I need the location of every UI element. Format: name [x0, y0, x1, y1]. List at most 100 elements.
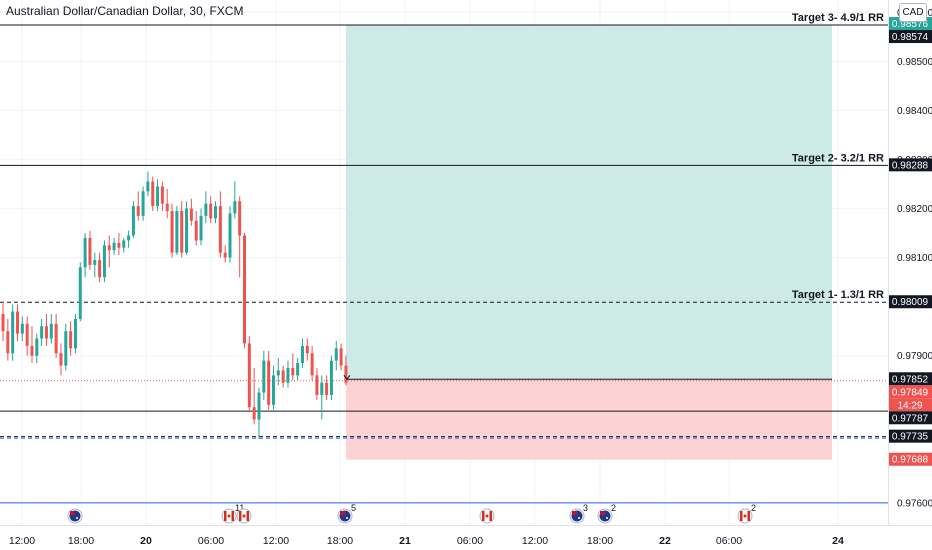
candle-body — [257, 392, 261, 420]
x-tick-label: 18:00 — [327, 535, 353, 547]
candle-body — [112, 242, 116, 251]
candle-body — [252, 407, 256, 420]
price-label-text: 0.98574 — [892, 32, 929, 43]
y-tick-label: 0.98200 — [897, 204, 932, 215]
candle-body — [247, 343, 251, 408]
candle-body — [35, 338, 39, 356]
price-label-text: 0.97852 — [892, 374, 929, 385]
candle-body — [25, 323, 29, 346]
candle-body — [185, 208, 189, 253]
candle-body — [122, 240, 126, 248]
time-axis[interactable]: 12:00 18:00 20 06:00 12:00 18:00 21 06:00 12:00 1… — [0, 525, 932, 548]
australia-flag-icon[interactable]: 3 — [569, 503, 588, 524]
y-tick-label: 0.98500 — [897, 57, 932, 68]
candle-body — [15, 311, 19, 334]
event-count: 2 — [611, 503, 616, 513]
price-axis[interactable]: 0.986000.985000.984000.983000.982000.981… — [888, 0, 932, 525]
candle-body — [6, 331, 10, 354]
price-label-tag — [889, 452, 932, 466]
candle-body — [165, 203, 169, 211]
australia-flag-icon[interactable] — [67, 508, 83, 524]
candle-body — [286, 367, 290, 383]
x-tick-label: 21 — [399, 535, 411, 547]
candle-body — [59, 353, 63, 366]
event-markers[interactable]: 11 5 3 2 2 — [67, 503, 756, 524]
candle-body — [320, 382, 324, 395]
candle-body — [315, 375, 319, 395]
candle-body — [344, 365, 348, 383]
candle-body — [262, 360, 266, 393]
x-tick-label: 18:00 — [68, 535, 94, 547]
entry-arrow — [343, 374, 351, 381]
candle-body — [11, 311, 15, 354]
x-tick-label: 24 — [832, 535, 844, 547]
candle-body — [127, 235, 131, 241]
x-tick-label: 06:00 — [457, 535, 483, 547]
candle-body — [146, 181, 150, 192]
candle-body — [199, 215, 203, 241]
price-label-tag — [889, 385, 932, 399]
candle-body — [69, 331, 73, 349]
candle-body — [218, 206, 222, 253]
canada-flag-icon[interactable]: 2 — [737, 503, 756, 524]
candle-body — [291, 367, 295, 376]
candle-body — [209, 203, 213, 219]
target-label: Target 1- 1.3/1 RR — [792, 289, 884, 301]
candlestick-series — [1, 171, 351, 440]
candle-body — [223, 252, 227, 258]
x-tick-label: 06:00 — [716, 535, 742, 547]
candle-body — [228, 213, 232, 258]
candle-body — [156, 186, 160, 207]
candle-body — [83, 237, 87, 268]
canada-flag-icon[interactable] — [236, 508, 252, 524]
canada-flag-icon[interactable]: 11 — [221, 503, 244, 524]
price-label-tag — [889, 372, 932, 386]
candle-body — [73, 318, 77, 349]
target-labels: Target 1- 1.3/1 RR Target 2- 3.2/1 RR Targ… — [792, 12, 884, 301]
candle-body — [107, 245, 111, 251]
x-tick-label: 20 — [140, 535, 152, 547]
candle-body — [98, 260, 102, 278]
horizontal-levels[interactable] — [0, 24, 888, 504]
price-label-tag — [889, 398, 932, 412]
x-tick-label: 22 — [659, 535, 671, 547]
candle-body — [78, 267, 82, 319]
price-label-tag — [889, 429, 932, 443]
price-label-text: 0.98009 — [892, 297, 929, 308]
candle-body — [334, 348, 338, 361]
candle-body — [30, 345, 34, 356]
candle-body — [296, 363, 300, 376]
candle-body — [20, 323, 24, 334]
candle-body — [136, 206, 140, 216]
loss-zone[interactable] — [346, 379, 832, 460]
candle-body — [281, 370, 285, 383]
candle-body — [189, 208, 193, 221]
price-label-text: 0.97849 — [892, 387, 929, 398]
australia-flag-icon[interactable]: 5 — [337, 503, 356, 524]
candle-body — [243, 235, 246, 344]
canada-flag-icon[interactable] — [479, 508, 495, 524]
event-count: 2 — [751, 503, 756, 513]
position-zones[interactable] — [346, 25, 832, 460]
candle-body — [310, 353, 314, 376]
candle-body — [131, 206, 135, 236]
price-label-text: 0.98576 — [892, 19, 929, 30]
australia-flag-icon[interactable]: 2 — [597, 503, 616, 524]
profit-zone[interactable] — [346, 25, 832, 380]
candle-body — [305, 345, 309, 354]
currency-button[interactable]: CAD — [899, 3, 927, 22]
price-label-tag — [889, 295, 932, 309]
price-label-text: 0.97735 — [892, 432, 929, 443]
price-label-tag — [889, 158, 932, 172]
x-tick-label: 12:00 — [9, 535, 35, 547]
candle-body — [329, 360, 333, 395]
candle-body — [170, 210, 174, 253]
price-label-tag — [889, 411, 932, 425]
candle-body — [160, 186, 164, 204]
y-tick-label: 0.97600 — [897, 498, 932, 509]
candle-body — [54, 323, 58, 354]
event-count: 11 — [235, 503, 244, 513]
candle-body — [175, 210, 179, 253]
price-label-text: 14:29 — [897, 400, 922, 411]
